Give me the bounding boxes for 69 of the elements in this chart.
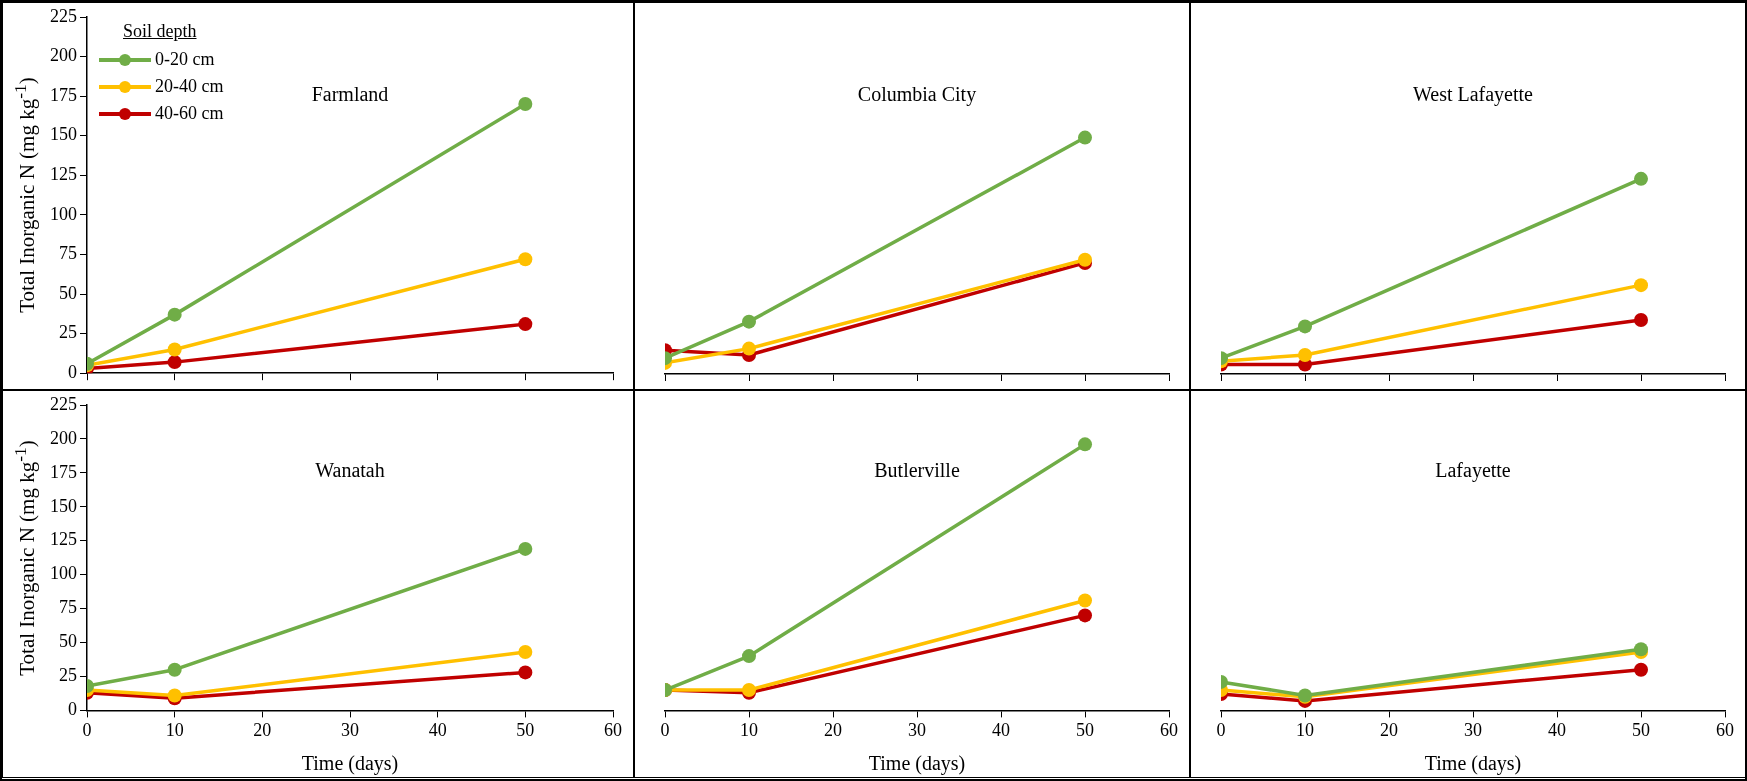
x-tick-label: 0 [82,719,92,740]
x-tick-label: 50 [1076,719,1094,740]
x-tick-label: 0 [660,719,670,740]
point [518,665,533,680]
y-tick-label: 125 [50,164,77,185]
text: West Lafayette [1413,82,1534,106]
x-axis-title: Time (days) [1423,752,1523,775]
point [1078,608,1092,623]
y-tick-label: 150 [50,124,77,145]
legend-label: 40-60 cm [155,103,224,124]
x-tick-label: 20 [824,719,842,740]
x-tick-label: 40 [428,719,447,740]
point [1078,593,1092,608]
point [1078,437,1092,452]
x-tick-label: 10 [740,719,758,740]
y-tick-label: 100 [50,203,77,224]
y-tick-label: 75 [59,597,77,618]
point [518,645,533,660]
x-tick-label: 60 [1160,719,1178,740]
text: Farmland [311,82,389,105]
point [742,649,756,664]
y-tick-label: 200 [50,45,77,66]
legend-label: 20-40 cm [155,76,224,97]
x-tick-label: 60 [1716,719,1734,740]
y-tick-label: 200 [50,427,77,448]
y-tick-label: 25 [59,322,77,343]
y-tick-label: 175 [50,84,77,105]
y-tick-label: 225 [50,393,77,414]
point [518,252,533,267]
x-tick-label: 20 [1380,719,1398,740]
x-axis-title: Time (days) [300,752,400,775]
x-tick-label: 40 [992,719,1010,740]
legend-title: Soil depth [123,21,198,42]
text: Lafayette [1435,459,1511,483]
x-tick-label: 50 [1632,719,1650,740]
x-tick-label: 50 [516,719,535,740]
point [1634,662,1648,677]
point [1078,130,1092,145]
y-tick-label: 175 [50,461,77,482]
y-tick-label: 150 [50,495,77,516]
point [1634,313,1648,328]
text: Wanatah [315,459,385,482]
x-tick-label: 30 [908,719,926,740]
x-axis-title: Time (days) [867,752,967,775]
y-tick-label: 100 [50,563,77,584]
y-tick-label: 75 [59,243,77,264]
y-tick-label: 50 [59,631,77,652]
y-tick-label: 0 [68,361,77,382]
text: Butlerville [874,459,960,482]
point [1634,171,1648,186]
x-tick-label: 10 [165,719,184,740]
point [518,541,533,556]
y-tick-label: 225 [50,5,77,26]
point [518,97,533,112]
legend-label: 0-20 cm [155,49,215,70]
x-tick-label: 30 [341,719,359,740]
y-tick-label: 50 [59,282,77,303]
point [1634,278,1648,293]
text: Columbia City [857,82,977,106]
x-tick-label: 40 [1548,719,1566,740]
x-tick-label: 60 [604,719,622,740]
y-tick-label: 125 [50,529,77,550]
x-tick-label: 30 [1464,719,1482,740]
x-tick-label: 10 [1296,719,1314,740]
x-tick-label: 0 [1216,719,1226,740]
y-tick-label: 0 [68,699,77,720]
point [518,317,533,332]
x-tick-label: 20 [253,719,272,740]
y-tick-label: 25 [59,665,77,686]
